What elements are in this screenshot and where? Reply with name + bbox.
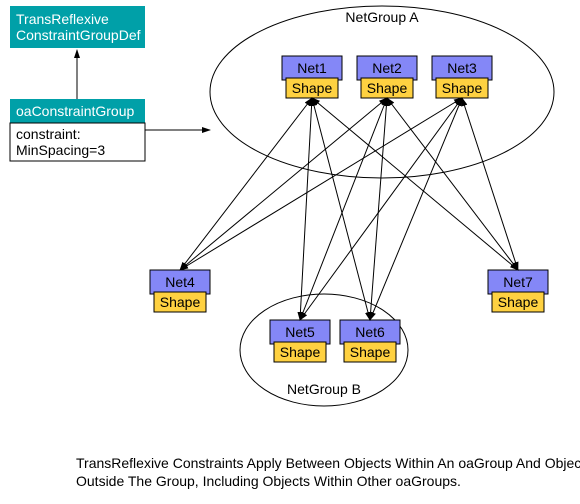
net-edge-1	[300, 98, 312, 320]
net-edge-7	[387, 98, 518, 270]
shape-label: Shape	[160, 294, 201, 310]
shape-label: Shape	[442, 80, 483, 96]
net-edge-5	[300, 98, 387, 320]
net-node-net2: Net2 Shape	[357, 56, 417, 98]
shape-label: Shape	[292, 80, 333, 96]
net-node-net6: Net6 Shape	[340, 320, 400, 362]
constraint-group-header-label: oaConstraintGroup	[16, 103, 135, 119]
shape-label: Shape	[350, 344, 391, 360]
net-label: Net4	[165, 274, 195, 290]
caption-line1: TransReflexive Constraints Apply Between…	[76, 455, 580, 471]
net-edge-10	[370, 98, 462, 320]
net-node-net3: Net3 Shape	[432, 56, 492, 98]
net-edge-9	[300, 98, 462, 320]
netgroup-a-label: NetGroup A	[345, 9, 419, 25]
net-node-net1: Net1 Shape	[282, 56, 342, 98]
net-edge-0	[180, 98, 312, 270]
net-label: Net3	[447, 60, 477, 76]
caption-line2: Outside The Group, Including Objects Wit…	[76, 473, 461, 489]
transreflexive-def-line2: ConstraintGroupDef	[16, 27, 141, 43]
net-label: Net6	[355, 324, 385, 340]
net-edge-11	[462, 98, 518, 270]
net-edge-3	[312, 98, 518, 270]
net-node-net5: Net5 Shape	[270, 320, 330, 362]
shape-label: Shape	[498, 294, 539, 310]
net-label: Net7	[503, 274, 533, 290]
netgroup-b-label: NetGroup B	[287, 381, 361, 397]
shape-label: Shape	[367, 80, 408, 96]
net-node-net7: Net7 Shape	[488, 270, 548, 312]
constraint-group-body-line1: constraint:	[16, 126, 81, 142]
net-label: Net5	[285, 324, 315, 340]
net-label: Net2	[372, 60, 402, 76]
constraint-group-body-line2: MinSpacing=3	[16, 142, 105, 158]
net-edge-6	[370, 98, 387, 320]
net-node-net4: Net4 Shape	[150, 270, 210, 312]
net-edge-4	[180, 98, 387, 270]
shape-label: Shape	[280, 344, 321, 360]
transreflexive-def-line1: TransReflexive	[16, 11, 109, 27]
net-edge-2	[312, 98, 370, 320]
net-label: Net1	[297, 60, 327, 76]
